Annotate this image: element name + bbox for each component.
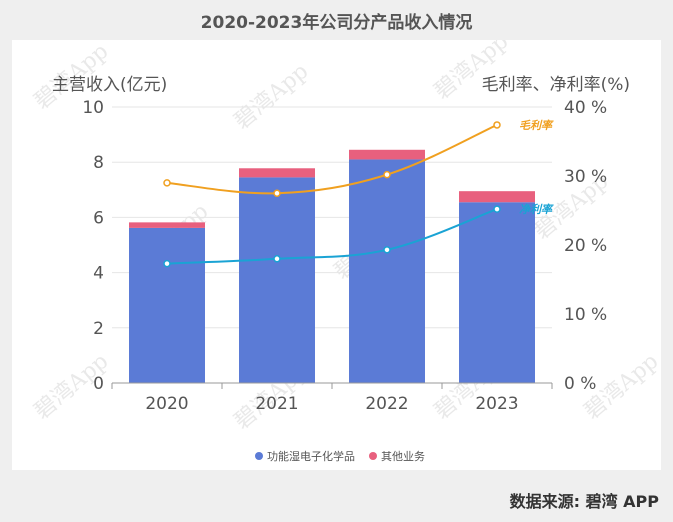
x-tick-label: 2021 (255, 394, 298, 414)
y-tick-label-left: 0 (93, 374, 104, 394)
legend: 功能湿电子化学品 其他业务 (255, 449, 425, 463)
series-point (493, 121, 501, 129)
bar-segment (459, 202, 535, 383)
series-line (166, 208, 498, 265)
series-point (273, 189, 281, 197)
series-line (166, 124, 498, 195)
series-point (493, 205, 501, 213)
watermark-text: 碧湾App (230, 59, 314, 135)
y-tick-label-right: 20 % (564, 236, 607, 256)
series-point (383, 170, 391, 179)
x-tick-label: 2023 (475, 394, 518, 414)
series-point (163, 179, 171, 187)
bar-segment (349, 159, 425, 383)
source-note: 数据来源: 碧湾 APP (509, 492, 659, 511)
y-tick-label-left: 4 (93, 264, 104, 284)
legend-label: 功能湿电子化学品 (267, 449, 355, 463)
y-tick-label-right: 40 % (564, 98, 607, 118)
bar-segment (239, 177, 315, 383)
series-point (383, 246, 391, 254)
x-tick-label: 2020 (145, 394, 188, 414)
y-axis-label-left: 主营收入(亿元) (52, 75, 167, 95)
chart-panel: 碧湾App 碧湾App 碧湾App 碧湾App 碧湾App 碧湾App 碧湾App 碧湾App… (12, 40, 661, 470)
y-tick-label-right: 10 % (564, 305, 607, 325)
y-tick-label-right: 30 % (564, 167, 607, 187)
bar-segment (459, 191, 535, 203)
legend-label: 其他业务 (381, 450, 425, 463)
y-tick-label-left: 8 (93, 153, 104, 173)
legend-swatch (255, 452, 263, 460)
y-tick-label-right: 0 % (564, 374, 596, 394)
bars-layer (129, 149, 535, 383)
y-tick-label-left: 6 (93, 208, 104, 228)
bar-segment (129, 222, 205, 228)
series-end-label: 毛利率 (519, 119, 554, 132)
bar-segment (129, 227, 205, 383)
series-point (273, 255, 281, 263)
y-axis-label-right: 毛利率、净利率(%) (482, 75, 630, 95)
chart-title: 2020-2023年公司分产品收入情况 (200, 13, 473, 33)
axes-layer: 主营收入(亿元) 毛利率、净利率(%) 0 2 4 6 8 10 0 % 10 % 20 % 30… (52, 75, 630, 414)
legend-swatch (369, 452, 377, 460)
y-tick-label-left: 2 (93, 319, 104, 339)
x-tick-label: 2022 (365, 394, 408, 414)
bar-segment (349, 149, 425, 160)
bar-segment (239, 168, 315, 178)
y-tick-label-left: 10 (82, 98, 104, 118)
series-end-label: 净利率 (519, 203, 554, 216)
series-point (163, 259, 171, 268)
